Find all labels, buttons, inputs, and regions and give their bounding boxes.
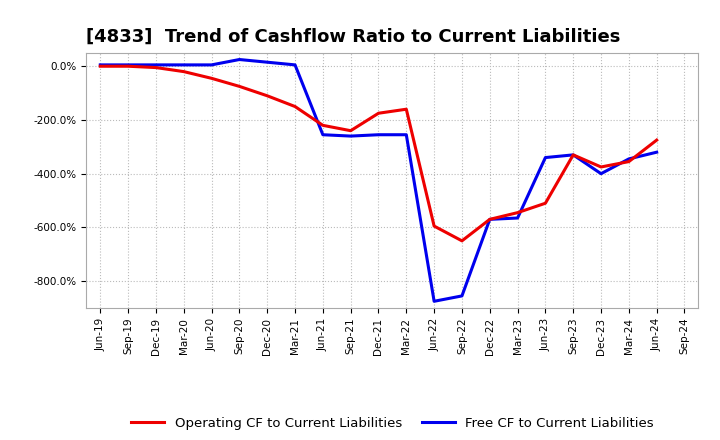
Operating CF to Current Liabilities <box>207 76 216 81</box>
Operating CF to Current Liabilities <box>318 123 327 128</box>
Operating CF to Current Liabilities <box>597 164 606 169</box>
Operating CF to Current Liabilities <box>624 159 633 164</box>
Operating CF to Current Liabilities <box>430 224 438 229</box>
Legend: Operating CF to Current Liabilities, Free CF to Current Liabilities: Operating CF to Current Liabilities, Fre… <box>126 411 659 435</box>
Operating CF to Current Liabilities <box>652 137 661 143</box>
Free CF to Current Liabilities <box>652 150 661 155</box>
Free CF to Current Liabilities <box>430 299 438 304</box>
Free CF to Current Liabilities <box>624 156 633 161</box>
Operating CF to Current Liabilities <box>374 110 383 116</box>
Free CF to Current Liabilities <box>569 152 577 158</box>
Operating CF to Current Liabilities <box>124 64 132 69</box>
Free CF to Current Liabilities <box>513 215 522 220</box>
Free CF to Current Liabilities <box>541 155 550 160</box>
Operating CF to Current Liabilities <box>291 104 300 109</box>
Free CF to Current Liabilities <box>346 133 355 139</box>
Operating CF to Current Liabilities <box>485 217 494 222</box>
Line: Operating CF to Current Liabilities: Operating CF to Current Liabilities <box>100 66 657 241</box>
Free CF to Current Liabilities <box>179 62 188 67</box>
Free CF to Current Liabilities <box>318 132 327 137</box>
Operating CF to Current Liabilities <box>458 238 467 243</box>
Free CF to Current Liabilities <box>207 62 216 67</box>
Line: Free CF to Current Liabilities: Free CF to Current Liabilities <box>100 59 657 301</box>
Free CF to Current Liabilities <box>291 62 300 67</box>
Operating CF to Current Liabilities <box>513 210 522 215</box>
Operating CF to Current Liabilities <box>96 64 104 69</box>
Operating CF to Current Liabilities <box>569 152 577 158</box>
Free CF to Current Liabilities <box>235 57 243 62</box>
Operating CF to Current Liabilities <box>541 201 550 206</box>
Free CF to Current Liabilities <box>485 217 494 222</box>
Free CF to Current Liabilities <box>124 62 132 67</box>
Operating CF to Current Liabilities <box>346 128 355 133</box>
Operating CF to Current Liabilities <box>402 106 410 112</box>
Free CF to Current Liabilities <box>402 132 410 137</box>
Free CF to Current Liabilities <box>374 132 383 137</box>
Operating CF to Current Liabilities <box>179 69 188 74</box>
Free CF to Current Liabilities <box>263 59 271 65</box>
Text: [4833]  Trend of Cashflow Ratio to Current Liabilities: [4833] Trend of Cashflow Ratio to Curren… <box>86 28 621 46</box>
Free CF to Current Liabilities <box>597 171 606 176</box>
Operating CF to Current Liabilities <box>263 93 271 99</box>
Free CF to Current Liabilities <box>458 293 467 299</box>
Operating CF to Current Liabilities <box>152 65 161 70</box>
Free CF to Current Liabilities <box>152 62 161 67</box>
Operating CF to Current Liabilities <box>235 84 243 89</box>
Free CF to Current Liabilities <box>96 62 104 67</box>
